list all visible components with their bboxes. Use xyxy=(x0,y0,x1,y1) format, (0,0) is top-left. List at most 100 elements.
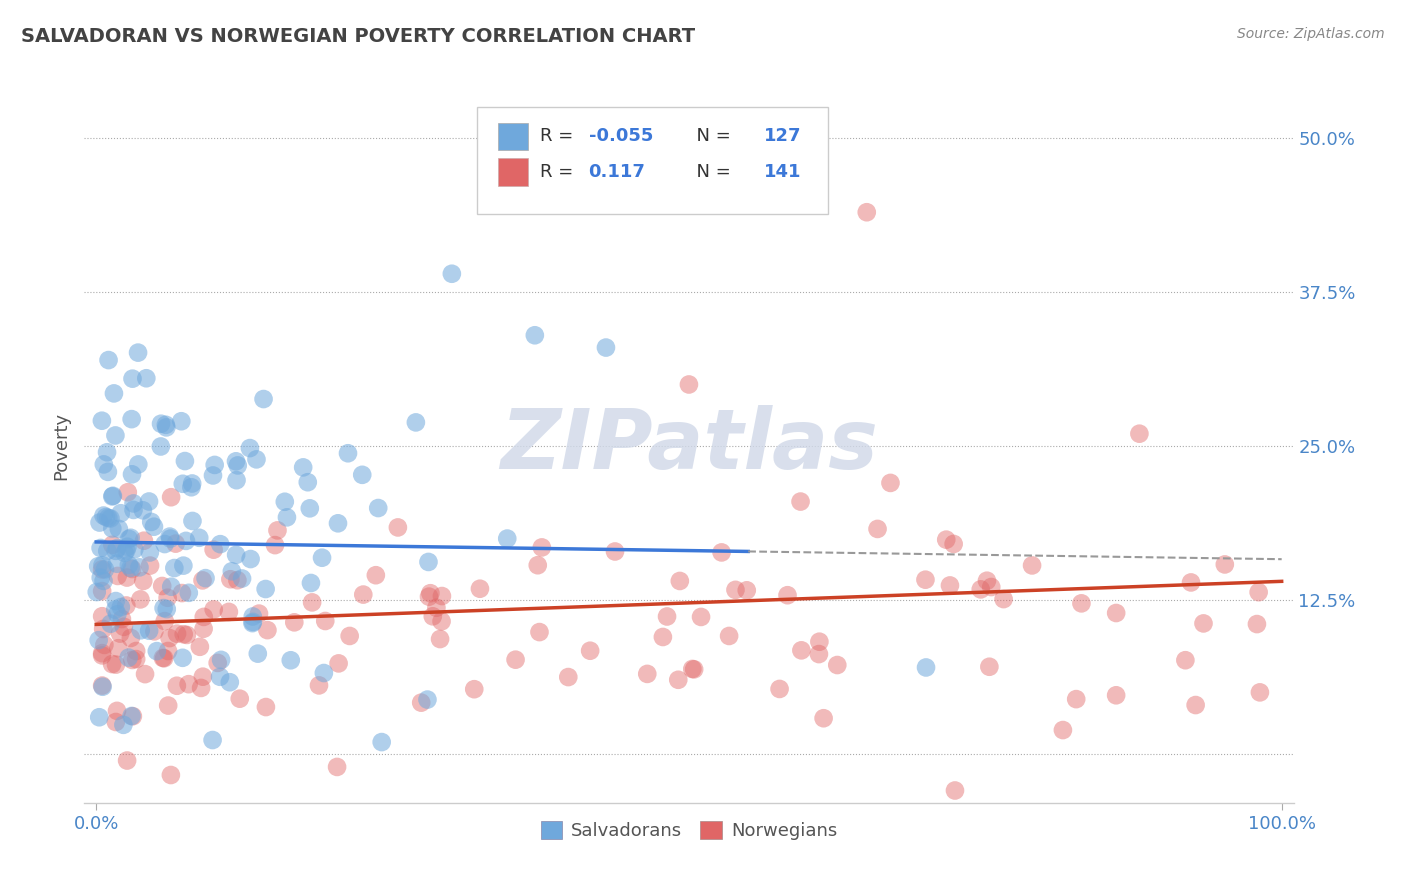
Point xyxy=(855,205,877,219)
Point xyxy=(226,573,249,587)
Text: R =: R = xyxy=(540,128,579,145)
Point xyxy=(328,657,350,671)
Point xyxy=(138,494,160,508)
Point xyxy=(152,601,174,615)
Point xyxy=(89,710,111,724)
Point xyxy=(225,473,247,487)
Point xyxy=(89,516,111,530)
Point xyxy=(979,659,1001,673)
Point xyxy=(170,586,193,600)
Point xyxy=(669,574,692,588)
Point xyxy=(202,542,225,557)
Point xyxy=(160,580,183,594)
Point xyxy=(264,538,287,552)
Point xyxy=(157,698,180,713)
Point xyxy=(879,475,901,490)
Point xyxy=(367,501,389,516)
Point xyxy=(557,670,579,684)
Point xyxy=(91,679,114,693)
Point xyxy=(1064,692,1087,706)
Point xyxy=(153,537,176,551)
Point xyxy=(681,662,703,676)
Point xyxy=(339,629,361,643)
Point xyxy=(1021,558,1043,573)
Point xyxy=(121,653,143,667)
Point xyxy=(218,675,240,690)
Point xyxy=(132,533,155,548)
Point xyxy=(225,548,247,562)
Point xyxy=(529,625,551,640)
Point xyxy=(118,650,141,665)
Point xyxy=(91,609,114,624)
Point xyxy=(107,641,129,656)
Point xyxy=(579,644,602,658)
Point xyxy=(91,558,114,573)
Point xyxy=(90,541,112,555)
Point xyxy=(418,590,440,604)
Point xyxy=(813,711,835,725)
Point xyxy=(121,709,143,723)
Text: -0.055: -0.055 xyxy=(589,128,652,145)
Point xyxy=(292,460,315,475)
Point xyxy=(111,612,134,626)
Point xyxy=(163,561,186,575)
Point xyxy=(155,420,177,434)
Point xyxy=(256,623,278,637)
Point xyxy=(112,620,135,634)
Point xyxy=(1213,558,1236,572)
Point xyxy=(146,644,169,658)
Point xyxy=(776,588,799,602)
Point xyxy=(416,692,439,706)
Point xyxy=(97,511,120,525)
Point xyxy=(174,533,197,548)
Point xyxy=(219,572,242,586)
Point xyxy=(177,677,200,691)
Point xyxy=(678,377,700,392)
Point xyxy=(160,490,183,504)
Point xyxy=(311,550,333,565)
FancyBboxPatch shape xyxy=(478,107,828,214)
Point xyxy=(914,573,936,587)
Point xyxy=(935,533,957,547)
Point xyxy=(808,634,831,648)
Point xyxy=(104,594,127,608)
Point xyxy=(411,696,433,710)
Point xyxy=(655,609,678,624)
Point xyxy=(790,643,813,657)
Point xyxy=(121,709,143,723)
Text: N =: N = xyxy=(685,163,737,181)
Point xyxy=(153,651,176,665)
Point xyxy=(100,616,122,631)
Point xyxy=(299,576,322,591)
Point xyxy=(1180,575,1202,590)
Point xyxy=(603,544,626,558)
Point xyxy=(463,682,485,697)
Point xyxy=(326,516,349,531)
Point xyxy=(651,630,673,644)
Point xyxy=(96,544,118,558)
Point xyxy=(254,582,277,596)
Point xyxy=(188,640,211,654)
Point xyxy=(735,583,758,598)
Point xyxy=(683,662,706,676)
Point xyxy=(87,633,110,648)
Point xyxy=(101,657,124,672)
Point xyxy=(122,496,145,510)
Point xyxy=(122,503,145,517)
Point xyxy=(121,412,143,426)
Text: SALVADORAN VS NORWEGIAN POVERTY CORRELATION CHART: SALVADORAN VS NORWEGIAN POVERTY CORRELAT… xyxy=(21,27,695,45)
Point xyxy=(387,520,409,534)
Point xyxy=(768,681,790,696)
Point xyxy=(108,626,131,640)
Point xyxy=(202,602,225,616)
Point xyxy=(505,653,527,667)
Legend: Salvadorans, Norwegians: Salvadorans, Norwegians xyxy=(533,814,845,847)
Point xyxy=(188,531,211,545)
Point xyxy=(96,445,118,459)
Point xyxy=(943,783,966,797)
Point xyxy=(1052,723,1074,737)
Point xyxy=(159,530,181,544)
Point xyxy=(636,666,658,681)
Point xyxy=(226,458,249,473)
Point xyxy=(526,558,548,573)
